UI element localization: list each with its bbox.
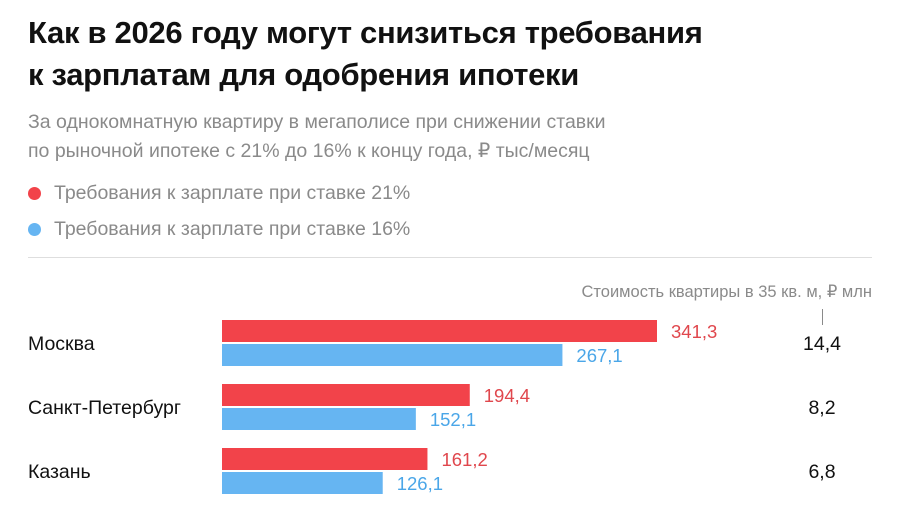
bar-kazan-rate-16: [222, 472, 383, 494]
legend-label-rate-16: Требования к зарплате при ставке 16%: [54, 217, 411, 240]
legend: Требования к зарплате при ставке 21% Тре…: [28, 175, 410, 247]
legend-swatch-rate-16: [28, 222, 41, 236]
price-value-saint-petersburg: 8,2: [808, 397, 835, 419]
data-label-moscow-rate-21: 341,3: [671, 321, 717, 342]
divider: [28, 257, 872, 258]
bar-moscow-rate-21: [222, 320, 657, 342]
price-value-moscow: 14,4: [803, 333, 841, 355]
bar-moscow-rate-16: [222, 344, 563, 366]
price-column-header: Стоимость квартиры в 35 кв. м, ₽ млн: [581, 283, 873, 301]
bar-saint-petersburg-rate-21: [222, 384, 470, 406]
data-label-moscow-rate-16: 267,1: [576, 345, 622, 366]
category-label-kazan: Казань: [28, 461, 91, 483]
bar-kazan-rate-21: [222, 448, 428, 470]
price-value-kazan: 6,8: [808, 461, 835, 483]
data-label-saint-petersburg-rate-21: 194,4: [484, 385, 530, 406]
category-label-moscow: Москва: [28, 333, 95, 355]
legend-item-rate-21: Требования к зарплате при ставке 21%: [28, 175, 410, 211]
data-label-saint-petersburg-rate-16: 152,1: [430, 409, 476, 430]
data-label-kazan-rate-16: 126,1: [397, 473, 443, 494]
chart-title-line2: к зарплатам для одобрения ипотеки: [28, 57, 579, 92]
chart-subtitle: За однокомнатную квартиру в мегаполисе п…: [28, 108, 878, 166]
legend-label-rate-21: Требования к зарплате при ставке 21%: [54, 181, 411, 204]
legend-swatch-rate-21: [28, 186, 41, 200]
chart-title-line1: Как в 2026 году могут снизиться требован…: [28, 15, 703, 50]
chart-subtitle-line2: по рыночной ипотеке с 21% до 16% к концу…: [28, 140, 590, 162]
bar-saint-petersburg-rate-16: [222, 408, 416, 430]
category-label-saint-petersburg: Санкт-Петербург: [28, 397, 181, 419]
price-column-tick: [822, 309, 823, 325]
chart-subtitle-line1: За однокомнатную квартиру в мегаполисе п…: [28, 111, 606, 133]
data-label-kazan-rate-21: 161,2: [441, 449, 487, 470]
chart-title: Как в 2026 году могут снизиться требован…: [28, 12, 878, 96]
legend-item-rate-16: Требования к зарплате при ставке 16%: [28, 211, 410, 247]
